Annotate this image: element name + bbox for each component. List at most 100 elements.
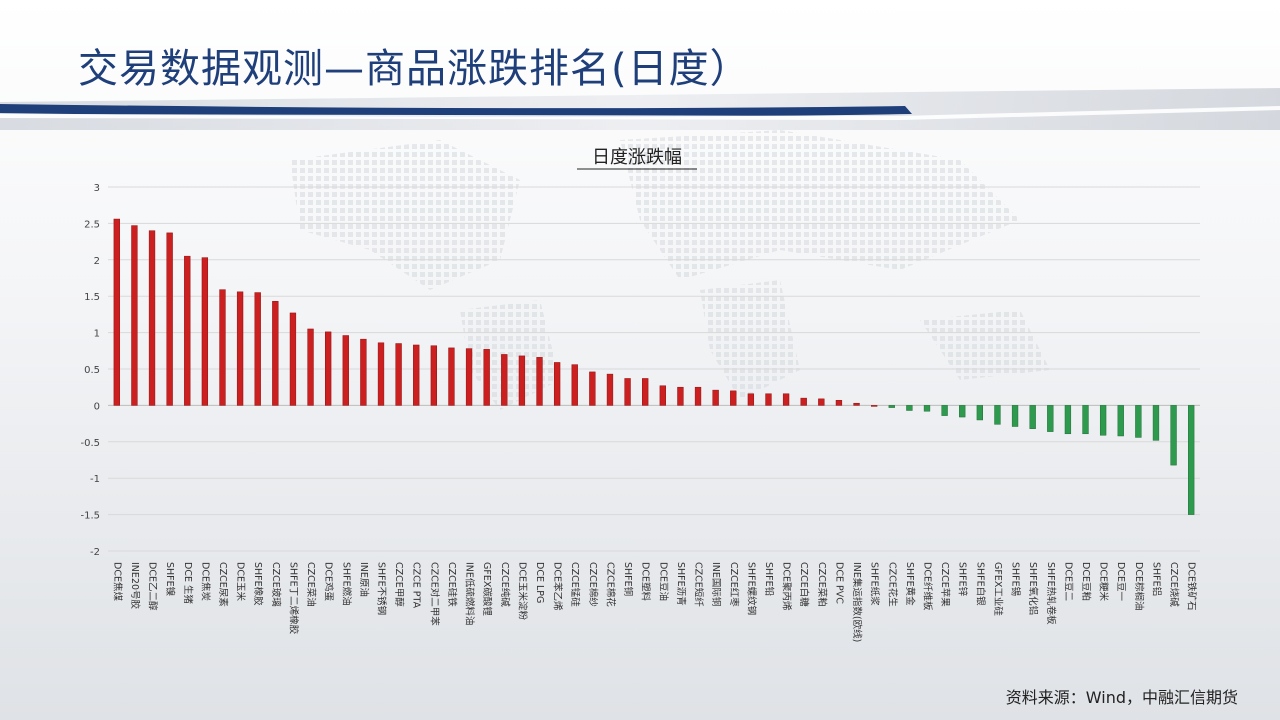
x-category-label: DCE LPG: [534, 562, 545, 603]
bar: [131, 225, 138, 406]
bar: [553, 362, 561, 406]
x-category-label: SHFE橡胶: [252, 562, 264, 606]
y-axis-tick-labels: 3 2.5 2 1.5 1 0.5 0 -0.5 -1 -1.5 -2: [80, 183, 100, 558]
x-category-label: DCE PVC: [833, 562, 844, 604]
x-category-label: SHFE螺纹钢: [745, 562, 757, 615]
bar: [853, 402, 860, 406]
bar: [747, 393, 755, 406]
y-tick-label: 3: [94, 183, 100, 194]
bar: [1011, 405, 1019, 427]
x-category-label: DCE焦煤: [111, 562, 123, 601]
x-category-label: SHFE白银: [974, 562, 986, 606]
bar: [923, 405, 931, 412]
x-category-label: SHFE黄金: [904, 562, 916, 606]
x-category-label: DCE铁矿石: [1186, 562, 1198, 610]
bar: [1117, 405, 1124, 437]
bar: [166, 232, 173, 406]
bar: [571, 364, 578, 406]
bar: [888, 405, 895, 408]
x-category-label: SHFE沥青: [675, 562, 687, 606]
bar: [1135, 405, 1142, 438]
x-category-label: DCE棕榈油: [1133, 562, 1145, 610]
x-axis-category-labels: DCE焦煤 INE20号胶 DCE乙二醇 SHFE镍 DCE 生猪 DCE焦炭 CZCE尿素…: [111, 562, 1197, 642]
page-title: 交易数据观测—商品涨跌排名(日度）: [78, 46, 751, 92]
x-category-label: SHFE铜: [622, 562, 634, 596]
y-tick-label: 2.5: [84, 219, 100, 230]
x-category-label: CZCE菜油: [305, 562, 317, 607]
x-category-label: DCE豆一: [1115, 562, 1126, 601]
bar: [448, 347, 455, 406]
x-category-label: CZCE玻璃: [270, 562, 282, 607]
y-tick-label: -2: [90, 547, 100, 558]
x-category-label: CZCE短纤: [693, 562, 705, 607]
bar: [483, 349, 490, 406]
bar: [430, 345, 437, 406]
world-map-background: [290, 130, 1050, 410]
bar: [272, 301, 279, 406]
x-category-label: SHFE铝: [1150, 562, 1162, 596]
bar: [413, 344, 420, 406]
x-category-label: CZCE烧碱: [1168, 562, 1180, 607]
x-category-label: INE低硫燃料油: [464, 562, 476, 625]
header-swoosh: [0, 88, 1280, 130]
bar: [518, 355, 526, 406]
x-category-label: SHFE氧化铝: [1027, 562, 1039, 615]
bar: [501, 354, 508, 406]
y-tick-label: -1: [90, 474, 100, 485]
bar: [184, 255, 191, 406]
bar: [976, 405, 983, 421]
y-tick-label: -1.5: [80, 511, 100, 522]
x-category-label: INE集运指数(欧线): [851, 562, 863, 642]
x-category-label: CZCE棉纱: [587, 562, 599, 607]
bar: [307, 328, 314, 406]
bar: [782, 393, 790, 406]
bar: [325, 331, 332, 406]
x-category-label: CZCE白糖: [798, 562, 810, 607]
bar: [289, 312, 297, 406]
bar: [835, 400, 843, 406]
bar: [818, 398, 825, 406]
bar: [1029, 405, 1036, 429]
bar: [254, 292, 261, 406]
bar: [959, 405, 966, 418]
x-category-label: DCE粳米: [1098, 562, 1110, 601]
x-category-label: CZCE棉花: [604, 562, 616, 607]
x-category-label: SHFE锡: [1010, 562, 1022, 596]
bar: [659, 385, 666, 406]
chart-title: 日度涨跌幅: [592, 147, 682, 168]
x-category-label: CZCE对二甲苯: [428, 562, 440, 626]
bar: [800, 397, 807, 406]
bar: [871, 405, 878, 407]
bar: [712, 389, 719, 406]
header-band: [0, 0, 1280, 130]
bar: [606, 373, 614, 406]
x-category-label: INE20号胶: [129, 562, 141, 609]
bar: [589, 371, 596, 406]
x-category-label: SHFE铅: [763, 562, 775, 597]
x-category-label: DCE豆油: [657, 562, 669, 601]
x-category-label: DCE豆二: [1062, 562, 1073, 601]
bar: [730, 390, 737, 406]
bar: [941, 405, 948, 416]
bar: [148, 230, 156, 406]
bar: [113, 218, 120, 406]
bar: [765, 393, 772, 406]
x-category-label: GFEX碳酸锂: [481, 562, 493, 616]
x-category-label: CZCE菜粕: [816, 562, 828, 607]
x-category-label: SHFE燃油: [340, 562, 352, 606]
x-category-label: DCE焦炭: [199, 562, 211, 601]
bar: [1099, 405, 1107, 436]
bar: [624, 378, 631, 406]
bar: [1152, 405, 1160, 441]
bar: [694, 386, 702, 406]
bars: [113, 218, 1195, 515]
x-category-label: DCE苯乙烯: [552, 562, 564, 611]
x-category-label: GFEX工业硅: [992, 562, 1004, 616]
x-category-label: DCE乙二醇: [147, 562, 159, 611]
bar: [360, 338, 367, 406]
bar: [201, 257, 209, 406]
bar: [1188, 405, 1195, 515]
bar: [994, 405, 1001, 425]
x-category-label: SHFE丁二烯橡胶: [287, 562, 299, 635]
bar: [1047, 405, 1054, 432]
